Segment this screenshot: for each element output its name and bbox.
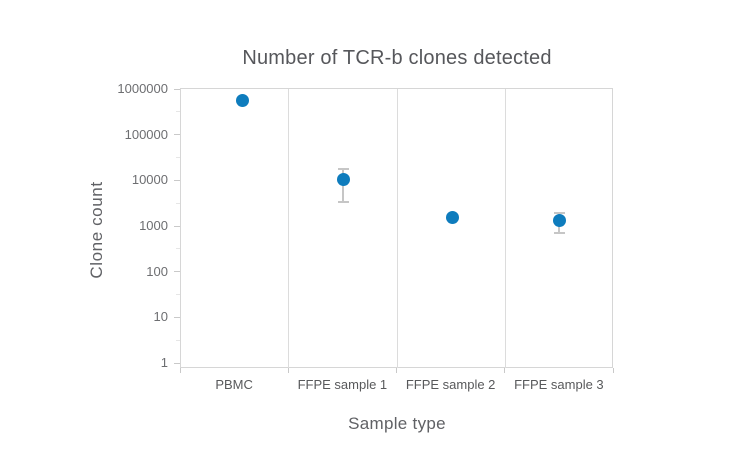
data-point [336,172,350,186]
x-tick-mark [612,367,614,373]
y-tick-mark [174,316,180,318]
x-tick-label: FFPE sample 2 [405,377,496,392]
y-minor-tick-mark [176,111,180,113]
y-minor-tick-mark [176,294,180,295]
y-minor-tick-mark [176,202,180,204]
y-tick-mark [174,88,180,90]
y-tick-mark [174,179,180,181]
y-tick-label: 1 [160,355,168,370]
x-tick-label: FFPE sample 1 [297,377,388,392]
y-tick-label: 10000 [131,172,168,188]
y-minor-tick-mark [176,248,180,250]
panel-divider [288,88,290,368]
data-point [235,94,249,108]
y-minor-tick-mark [176,339,180,341]
y-tick-label: 100 [146,263,168,279]
y-tick-mark [174,225,180,227]
y-tick-label: 1000000 [117,81,168,96]
y-minor-tick-mark [176,157,180,158]
y-tick-mark [174,362,180,364]
x-tick-mark [396,367,397,373]
x-tick-mark [287,367,289,373]
x-tick-label: PBMC [215,377,253,392]
error-bar-cap-top [553,212,565,215]
error-bar-cap-bottom [553,232,565,235]
error-bar-cap-top [337,167,349,170]
x-tick-mark [504,367,506,373]
y-tick-label: 100000 [124,126,168,142]
data-point [552,213,566,227]
y-tick-label: 10 [153,309,168,325]
x-axis-title: Sample type [348,414,446,433]
y-tick-mark [174,134,180,136]
chart-title: Number of TCR-b clones detected [242,47,552,69]
error-bar-cap-bottom [337,200,349,203]
x-tick-mark [179,367,181,373]
y-tick-label: 1000 [139,218,168,233]
y-tick-mark [174,271,180,273]
data-point [445,210,459,224]
panel-divider [504,88,506,368]
panel-divider [396,88,398,368]
x-tick-label: FFPE sample 3 [514,377,604,392]
